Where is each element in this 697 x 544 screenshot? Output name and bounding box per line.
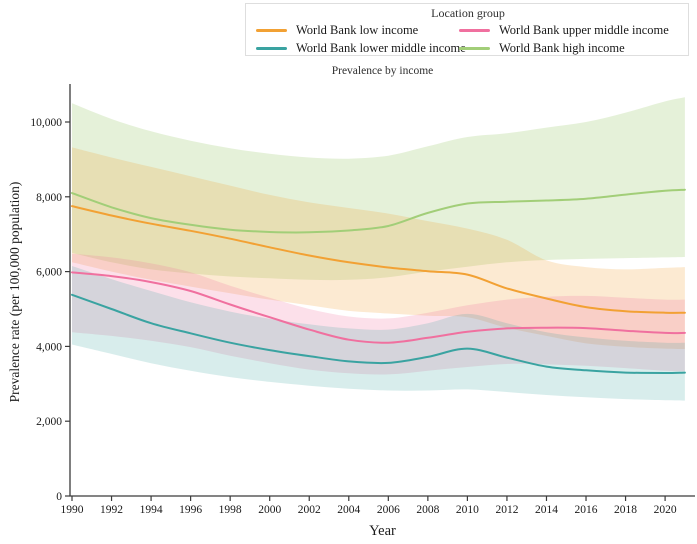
legend-item-label: World Bank lower middle income [296,41,466,55]
legend-items: World Bank low income World Bank upper mi… [256,22,680,56]
legend-item-world-bank-lower-middle-income[interactable]: World Bank lower middle income [256,40,466,56]
y-axis-title: Prevalence rate (per 100,000 population) [7,181,22,403]
legend-item-label: World Bank upper middle income [499,23,669,37]
legend-title: Location group [431,6,505,20]
x-tick-label: 1994 [140,504,163,516]
confidence-band-2 [72,253,685,375]
x-tick-label: 1996 [179,504,202,516]
series-line-2 [71,271,686,344]
x-tick-label: 2008 [416,504,439,516]
x-tick-label: 2000 [258,504,281,516]
y-tick-label: 0 [56,491,62,503]
x-tick-label: 2004 [337,504,360,516]
y-tick-label: 10,000 [30,117,62,129]
legend: Location group World Bank low income Worl… [245,3,689,56]
legend-item-world-bank-high-income[interactable]: World Bank high income [459,40,680,56]
series-line-3 [71,188,686,234]
legend-line-swatch-icon [256,46,287,50]
x-tick-label: 2018 [614,504,637,516]
x-tick-label: 2012 [495,504,518,516]
x-tick-label: 1998 [219,504,242,516]
legend-item-world-bank-low-income[interactable]: World Bank low income [256,22,459,38]
x-tick-label: 1992 [100,504,123,516]
legend-item-label: World Bank high income [499,41,625,55]
legend-line-swatch-icon [256,28,287,32]
x-axis-title: Year [369,523,396,539]
legend-item-world-bank-upper-middle-income[interactable]: World Bank upper middle income [459,22,680,38]
x-tick-label: 2020 [654,504,677,516]
x-tick-label: 2010 [456,504,479,516]
x-tick-label: 2006 [377,504,400,516]
y-tick-label: 2,000 [36,416,62,428]
series-line-0 [71,205,686,314]
chart-title: Prevalence by income [331,65,434,77]
x-tick-label: 1990 [61,504,84,516]
y-tick-label: 6,000 [36,267,62,279]
series-line-1 [71,293,686,375]
y-tick-label: 8,000 [36,192,62,204]
legend-item-label: World Bank low income [296,23,419,37]
confidence-band-1 [72,265,685,401]
x-tick-label: 2002 [298,504,321,516]
confidence-band-3 [72,97,685,281]
legend-line-swatch-icon [459,46,490,50]
y-tick-label: 4,000 [36,341,62,353]
x-tick-label: 2014 [535,504,558,516]
confidence-band-0 [72,147,685,350]
legend-line-swatch-icon [459,28,490,32]
x-tick-label: 2016 [575,504,598,516]
